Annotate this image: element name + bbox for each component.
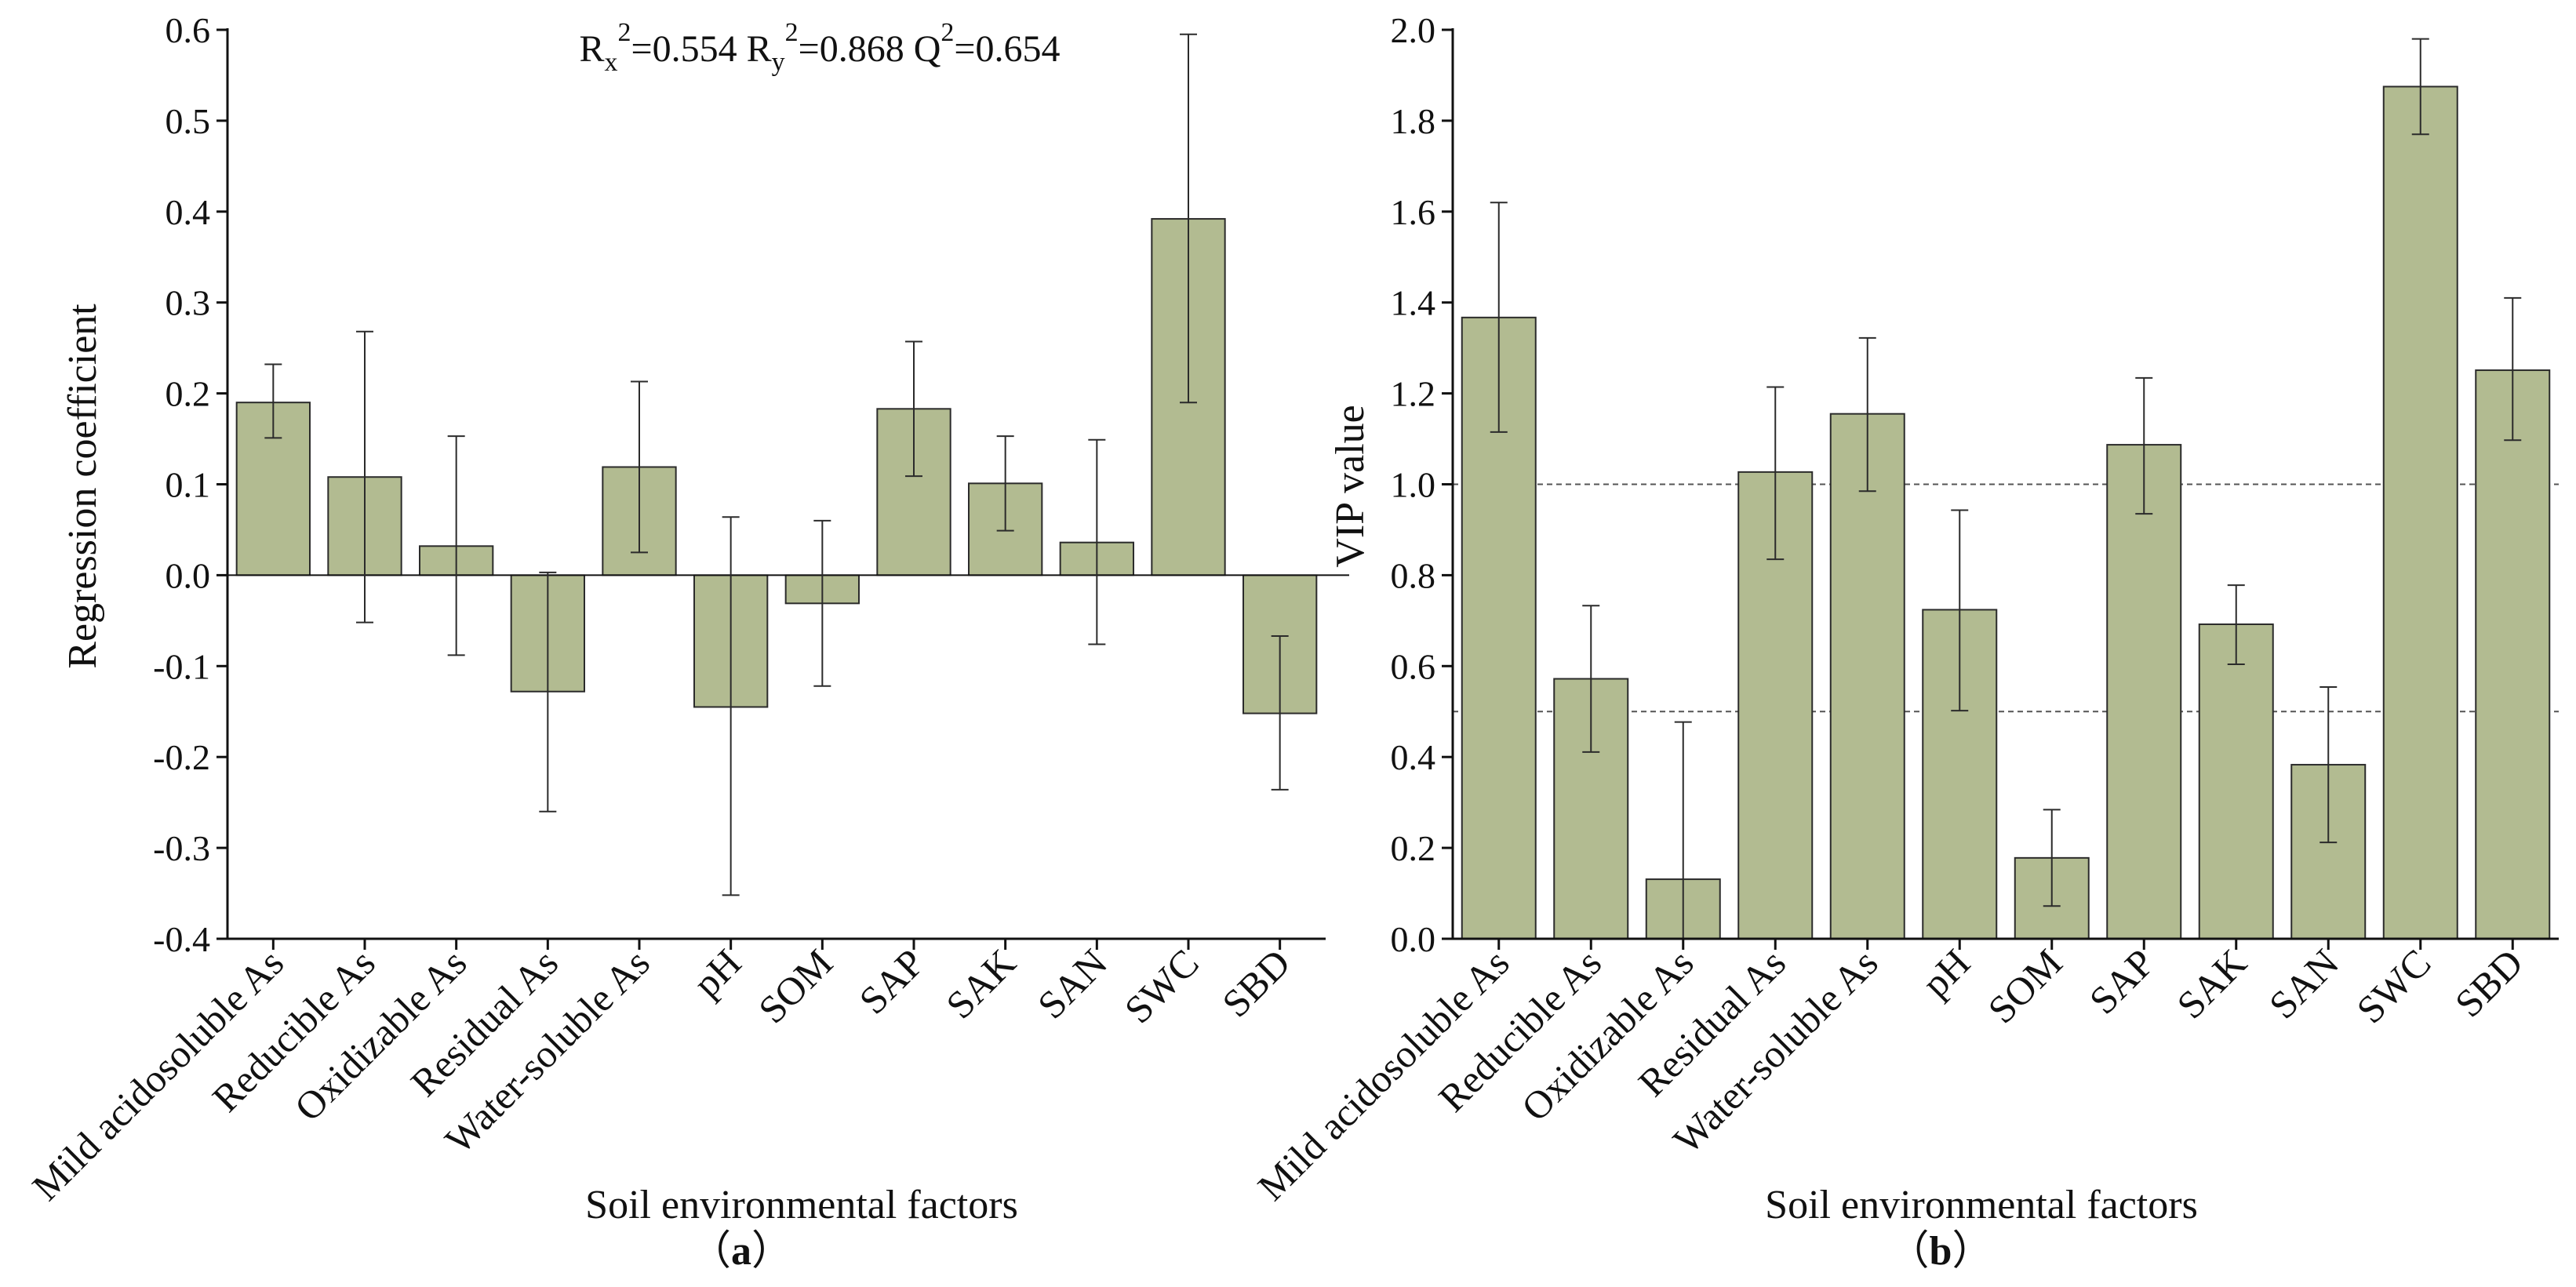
category-label: SBD xyxy=(2447,940,2531,1025)
error-bar-1 xyxy=(1490,202,1508,433)
y-tick-label: 1.2 xyxy=(1391,374,1436,414)
y-tick-label: 0.4 xyxy=(1391,737,1436,777)
error-bar-8 xyxy=(2135,376,2153,515)
error-bar-12 xyxy=(1271,635,1289,791)
category-label: SAN xyxy=(2261,940,2347,1027)
y-tick-label: -0.1 xyxy=(153,646,210,686)
error-bar-7 xyxy=(813,519,831,687)
error-bar-2 xyxy=(356,330,373,624)
error-bar-7 xyxy=(2043,809,2061,907)
category-label: SAN xyxy=(1029,940,1115,1027)
panel-a-regression-chart: Rx2=0.554 Ry2=0.868 Q2=0.654 Regression … xyxy=(24,10,1349,1274)
y-tick-label: 1.6 xyxy=(1391,192,1436,232)
category-label: SWC xyxy=(2348,940,2439,1031)
y-tick-label: 0.6 xyxy=(166,10,211,50)
category-label: SAK xyxy=(2168,940,2254,1027)
bar-8 xyxy=(2106,444,2182,940)
y-tick-label: 0.6 xyxy=(1391,646,1436,686)
y-tick-label: 2.0 xyxy=(1391,10,1436,50)
y-tick-label: 0.3 xyxy=(166,283,211,323)
y-tick-label: -0.4 xyxy=(153,919,210,959)
y-tick-label: -0.2 xyxy=(153,737,210,777)
bar-12 xyxy=(2475,369,2551,940)
category-label: pH xyxy=(685,940,750,1005)
y-tick-label: 0.8 xyxy=(1391,555,1436,595)
error-bar-10 xyxy=(1088,438,1106,645)
panel-label-a: （a） xyxy=(690,1229,792,1274)
error-bar-4 xyxy=(1766,386,1785,561)
error-bar-5 xyxy=(1858,336,1876,493)
error-bar-2 xyxy=(1582,605,1600,753)
error-bar-10 xyxy=(2319,685,2338,844)
model-fit-statistics: Rx2=0.554 Ry2=0.868 Q2=0.654 xyxy=(580,18,1061,77)
error-bar-8 xyxy=(905,340,922,478)
y-tick-label: 0.2 xyxy=(1391,828,1436,868)
error-bar-9 xyxy=(996,435,1014,532)
category-label: SBD xyxy=(1213,940,1298,1025)
y-axis-label: Regression coefficient xyxy=(60,304,105,669)
category-label: SOM xyxy=(1979,940,2070,1031)
bar-5 xyxy=(1829,413,1905,940)
category-label: pH xyxy=(1913,940,1978,1005)
y-tick-label: 0.0 xyxy=(1391,919,1436,959)
bar-11 xyxy=(2382,85,2458,940)
error-bar-11 xyxy=(2411,38,2429,136)
y-tick-label: 0.5 xyxy=(166,101,211,141)
panel-b-vip-chart: VIP value Soil environmental factors （b）… xyxy=(1249,10,2559,1274)
category-label: SAP xyxy=(2081,940,2163,1022)
error-bar-9 xyxy=(2227,584,2245,665)
y-axis-label: VIP value xyxy=(1328,405,1373,567)
y-tick-label: 1.8 xyxy=(1391,101,1436,141)
x-axis-label: Soil environmental factors xyxy=(1765,1183,2198,1227)
y-tick-label: 0.2 xyxy=(166,374,211,414)
error-bar-5 xyxy=(631,380,648,554)
error-bar-12 xyxy=(2504,296,2522,442)
y-tick-label: 0.4 xyxy=(166,192,211,232)
category-label: SAP xyxy=(850,940,932,1022)
y-tick-label: 1.0 xyxy=(1391,465,1436,505)
error-bar-6 xyxy=(722,516,740,896)
y-tick-label: 0.1 xyxy=(166,465,211,505)
y-tick-label: 1.4 xyxy=(1391,283,1436,323)
y-tick-label: -0.3 xyxy=(153,828,210,868)
error-bar-6 xyxy=(1951,509,1969,712)
category-label: SOM xyxy=(750,940,841,1031)
error-bar-3 xyxy=(447,435,465,656)
panel-label-b: （b） xyxy=(1889,1229,1993,1274)
category-label: SWC xyxy=(1116,940,1207,1031)
bar-9 xyxy=(2198,623,2274,940)
error-bar-11 xyxy=(1180,33,1197,404)
error-bar-4 xyxy=(539,571,557,813)
category-label: SAK xyxy=(937,940,1024,1027)
x-axis-label: Soil environmental factors xyxy=(585,1183,1018,1227)
error-bar-1 xyxy=(264,363,282,439)
y-tick-label: 0.0 xyxy=(166,555,211,595)
